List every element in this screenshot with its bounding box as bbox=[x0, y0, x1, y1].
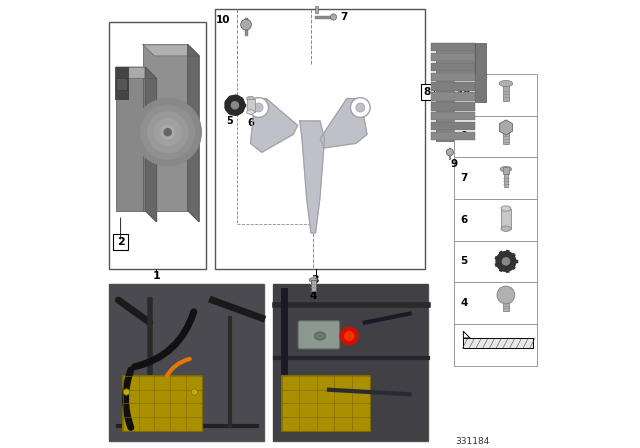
Ellipse shape bbox=[246, 96, 255, 101]
Bar bbox=[503, 167, 509, 174]
Bar bbox=[503, 83, 509, 102]
Circle shape bbox=[497, 286, 515, 304]
Bar bbox=[431, 53, 474, 61]
Circle shape bbox=[164, 129, 172, 136]
Polygon shape bbox=[250, 99, 298, 152]
Bar bbox=[454, 282, 538, 324]
Bar bbox=[116, 78, 127, 90]
Circle shape bbox=[356, 103, 365, 112]
Bar bbox=[436, 43, 475, 141]
Polygon shape bbox=[143, 45, 199, 56]
Circle shape bbox=[496, 252, 516, 271]
Text: 7: 7 bbox=[461, 173, 468, 183]
Bar bbox=[431, 122, 474, 130]
Text: 9: 9 bbox=[461, 131, 468, 142]
Bar bbox=[431, 92, 474, 101]
Bar bbox=[109, 284, 264, 441]
Bar bbox=[454, 241, 538, 282]
Text: 8: 8 bbox=[424, 87, 431, 97]
Polygon shape bbox=[116, 67, 156, 78]
Circle shape bbox=[241, 19, 252, 30]
Circle shape bbox=[254, 103, 263, 112]
Bar bbox=[431, 132, 474, 140]
Bar bbox=[454, 199, 538, 241]
Circle shape bbox=[141, 105, 195, 159]
Text: 331184: 331184 bbox=[455, 437, 490, 446]
Circle shape bbox=[134, 99, 201, 166]
Text: 5: 5 bbox=[226, 116, 233, 126]
Text: 1: 1 bbox=[152, 271, 161, 280]
Bar bbox=[214, 9, 425, 269]
Polygon shape bbox=[188, 45, 199, 222]
Ellipse shape bbox=[501, 226, 511, 231]
Text: 4: 4 bbox=[310, 291, 317, 301]
Ellipse shape bbox=[246, 110, 255, 114]
Bar bbox=[246, 99, 255, 112]
Text: 3: 3 bbox=[312, 275, 319, 285]
Polygon shape bbox=[300, 121, 324, 233]
Bar bbox=[431, 82, 474, 91]
Circle shape bbox=[124, 389, 129, 395]
Ellipse shape bbox=[499, 80, 513, 87]
Circle shape bbox=[225, 95, 244, 115]
Ellipse shape bbox=[309, 278, 317, 282]
Polygon shape bbox=[145, 67, 156, 222]
Bar bbox=[109, 284, 264, 441]
Polygon shape bbox=[463, 332, 470, 338]
Text: 4: 4 bbox=[461, 298, 468, 308]
Bar bbox=[115, 67, 128, 99]
Bar bbox=[431, 102, 474, 111]
Circle shape bbox=[191, 389, 198, 395]
Circle shape bbox=[147, 112, 188, 152]
Circle shape bbox=[231, 102, 239, 109]
Bar bbox=[431, 112, 474, 121]
Circle shape bbox=[502, 258, 509, 265]
Text: 5: 5 bbox=[461, 256, 468, 267]
Text: 6: 6 bbox=[461, 215, 468, 225]
Bar bbox=[454, 74, 538, 116]
Bar bbox=[109, 22, 205, 269]
Circle shape bbox=[161, 125, 174, 139]
Ellipse shape bbox=[314, 332, 326, 340]
Bar bbox=[116, 67, 145, 211]
Bar bbox=[431, 63, 474, 71]
Circle shape bbox=[446, 149, 454, 156]
Bar bbox=[273, 284, 428, 441]
Ellipse shape bbox=[501, 206, 511, 211]
Ellipse shape bbox=[500, 166, 512, 172]
Text: 10: 10 bbox=[457, 90, 472, 100]
Circle shape bbox=[344, 332, 353, 340]
Circle shape bbox=[330, 14, 337, 20]
Bar bbox=[273, 284, 428, 441]
Bar bbox=[431, 73, 474, 81]
Polygon shape bbox=[463, 338, 533, 349]
Circle shape bbox=[351, 98, 370, 117]
Text: 9: 9 bbox=[451, 159, 458, 168]
Text: 7: 7 bbox=[340, 12, 348, 22]
Bar bbox=[501, 209, 511, 229]
Circle shape bbox=[340, 327, 358, 345]
Bar bbox=[310, 280, 316, 291]
Bar bbox=[454, 324, 538, 366]
Text: 6: 6 bbox=[247, 118, 254, 128]
Bar bbox=[504, 173, 508, 187]
Bar bbox=[431, 43, 474, 52]
Text: 2: 2 bbox=[116, 237, 125, 247]
Bar bbox=[143, 45, 188, 211]
Bar bbox=[315, 6, 318, 13]
FancyBboxPatch shape bbox=[298, 321, 340, 349]
Bar bbox=[454, 116, 538, 157]
Bar bbox=[454, 157, 538, 199]
FancyBboxPatch shape bbox=[122, 375, 202, 431]
FancyBboxPatch shape bbox=[281, 375, 370, 431]
Bar bbox=[503, 126, 509, 144]
Circle shape bbox=[154, 119, 181, 146]
Polygon shape bbox=[320, 99, 367, 148]
Bar bbox=[503, 295, 509, 311]
Text: 10: 10 bbox=[216, 15, 230, 25]
Circle shape bbox=[249, 98, 269, 117]
Bar bbox=[474, 43, 486, 102]
